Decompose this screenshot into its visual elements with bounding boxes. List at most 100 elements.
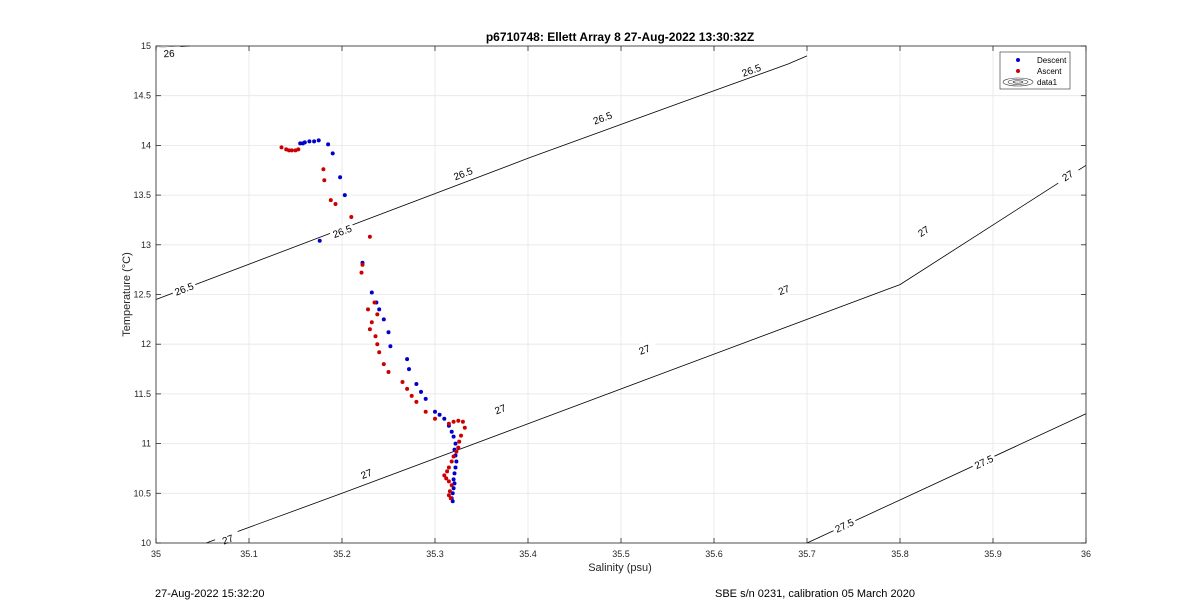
ascent-point bbox=[375, 312, 380, 317]
contour-label: 27 bbox=[493, 403, 508, 417]
y-axis-ticks: 10 10.5 11 11.5 12 12.5 13 13.5 14 14.5 15 bbox=[133, 41, 1086, 548]
descent-point bbox=[342, 193, 347, 198]
ascent-point bbox=[445, 469, 450, 474]
ascent-point bbox=[442, 473, 447, 478]
ascent-point bbox=[433, 416, 437, 421]
ascent-point bbox=[449, 459, 454, 464]
x-axis-label: Salinity (psu) bbox=[588, 562, 652, 574]
x-tick-label: 36 bbox=[1081, 549, 1091, 559]
y-tick-label: 10.5 bbox=[133, 488, 151, 498]
descent-point bbox=[419, 389, 423, 394]
footer-timestamp: 27-Aug-2022 15:32:20 bbox=[155, 588, 265, 600]
descent-point bbox=[369, 290, 374, 295]
ascent-point bbox=[287, 148, 291, 153]
ascent-point bbox=[349, 215, 354, 219]
contour-label: 26.5 bbox=[592, 110, 614, 127]
x-tick-label: 35.9 bbox=[984, 549, 1002, 559]
ascent-point bbox=[366, 307, 370, 312]
descent-point bbox=[326, 142, 331, 147]
descent-point bbox=[453, 441, 458, 446]
ascent-point bbox=[373, 334, 378, 339]
contour-label-bg bbox=[449, 163, 477, 184]
descent-point bbox=[414, 382, 419, 386]
ascent-point bbox=[367, 234, 372, 239]
contour-label: 27 bbox=[360, 468, 375, 482]
contour-label-bg bbox=[170, 278, 198, 299]
contour-label: 26 bbox=[163, 49, 175, 61]
legend: Descent Ascent data1 bbox=[999, 51, 1071, 90]
descent-point bbox=[437, 412, 442, 417]
chart-title: p6710748: Ellett Array 8 27-Aug-2022 13:… bbox=[486, 30, 754, 44]
legend-descent-marker bbox=[1016, 58, 1020, 62]
descent-point bbox=[312, 139, 317, 144]
y-tick-label: 12 bbox=[141, 339, 151, 349]
x-axis-ticks: 35 35.1 35.2 35.3 35.4 35.5 35.6 35.7 35.8 35.9 36 bbox=[151, 46, 1091, 559]
contour-label-bg bbox=[328, 221, 356, 241]
contour-label: 27 bbox=[777, 284, 792, 298]
descent-point bbox=[453, 465, 458, 470]
x-tick-label: 35.8 bbox=[891, 549, 909, 559]
descent-point bbox=[388, 344, 393, 349]
legend-ascent-label: Ascent bbox=[1037, 67, 1062, 76]
descent-point bbox=[381, 317, 386, 322]
contour-label-bg bbox=[909, 219, 937, 243]
descent-point bbox=[452, 481, 457, 486]
contour-label-bg bbox=[1054, 163, 1081, 187]
contour-label-bg bbox=[486, 398, 514, 419]
contour-label-bg bbox=[589, 107, 616, 128]
x-tick-label: 35.4 bbox=[519, 549, 537, 559]
ascent-point bbox=[423, 409, 428, 414]
contour-label-bg bbox=[737, 60, 765, 80]
descent-point bbox=[450, 491, 455, 496]
ascent-point bbox=[360, 262, 365, 267]
legend-descent-label: Descent bbox=[1037, 56, 1067, 65]
contour-label-bg bbox=[830, 514, 858, 536]
y-tick-label: 14 bbox=[141, 140, 151, 150]
ascent-point bbox=[375, 342, 380, 347]
y-tick-label: 11 bbox=[142, 439, 151, 449]
contour-label-bg bbox=[214, 529, 241, 549]
ascent-point bbox=[321, 167, 326, 172]
descent-point bbox=[330, 151, 335, 156]
x-tick-label: 35.2 bbox=[333, 549, 351, 559]
y-tick-label: 15 bbox=[141, 41, 151, 51]
ascent-point bbox=[451, 419, 456, 424]
ascent-point bbox=[448, 496, 453, 501]
ascent-point bbox=[414, 399, 419, 404]
contour-label-bg bbox=[352, 463, 380, 484]
ascent-point bbox=[446, 465, 451, 470]
ascent-point bbox=[386, 370, 391, 374]
descent-point bbox=[386, 330, 391, 335]
ascent-point bbox=[446, 479, 451, 484]
ascent-point bbox=[367, 327, 372, 332]
x-tick-label: 35.3 bbox=[426, 549, 444, 559]
ascent-point bbox=[296, 147, 301, 152]
descent-point bbox=[307, 139, 312, 144]
descent-point bbox=[423, 396, 428, 401]
ascent-point bbox=[372, 300, 377, 305]
y-tick-label: 10 bbox=[141, 538, 151, 548]
descent-point bbox=[407, 367, 411, 372]
x-tick-label: 35.5 bbox=[612, 549, 630, 559]
ascent-point bbox=[328, 198, 333, 203]
descent-point bbox=[298, 141, 303, 146]
legend-box bbox=[999, 51, 1071, 90]
contour-label-bg bbox=[970, 450, 998, 472]
ascent-point bbox=[444, 476, 449, 481]
legend-contour-icon bbox=[1002, 77, 1034, 87]
ascent-point bbox=[409, 393, 414, 398]
ascent-point bbox=[359, 270, 364, 275]
descent-point bbox=[316, 138, 321, 143]
descent-point bbox=[338, 175, 343, 180]
legend-ascent-marker bbox=[1016, 69, 1020, 73]
ascent-point bbox=[456, 445, 461, 450]
contour-label: 26.5 bbox=[452, 166, 475, 183]
descent-point bbox=[433, 409, 437, 414]
ascent-point bbox=[405, 386, 410, 391]
ascent-point bbox=[381, 362, 386, 367]
ascent-point bbox=[400, 380, 405, 384]
y-axis-label: Temperature (°C) bbox=[121, 252, 133, 336]
grid-lines bbox=[155, 45, 1087, 544]
ascent-point bbox=[322, 178, 327, 183]
y-tick-label: 13.5 bbox=[133, 190, 151, 200]
